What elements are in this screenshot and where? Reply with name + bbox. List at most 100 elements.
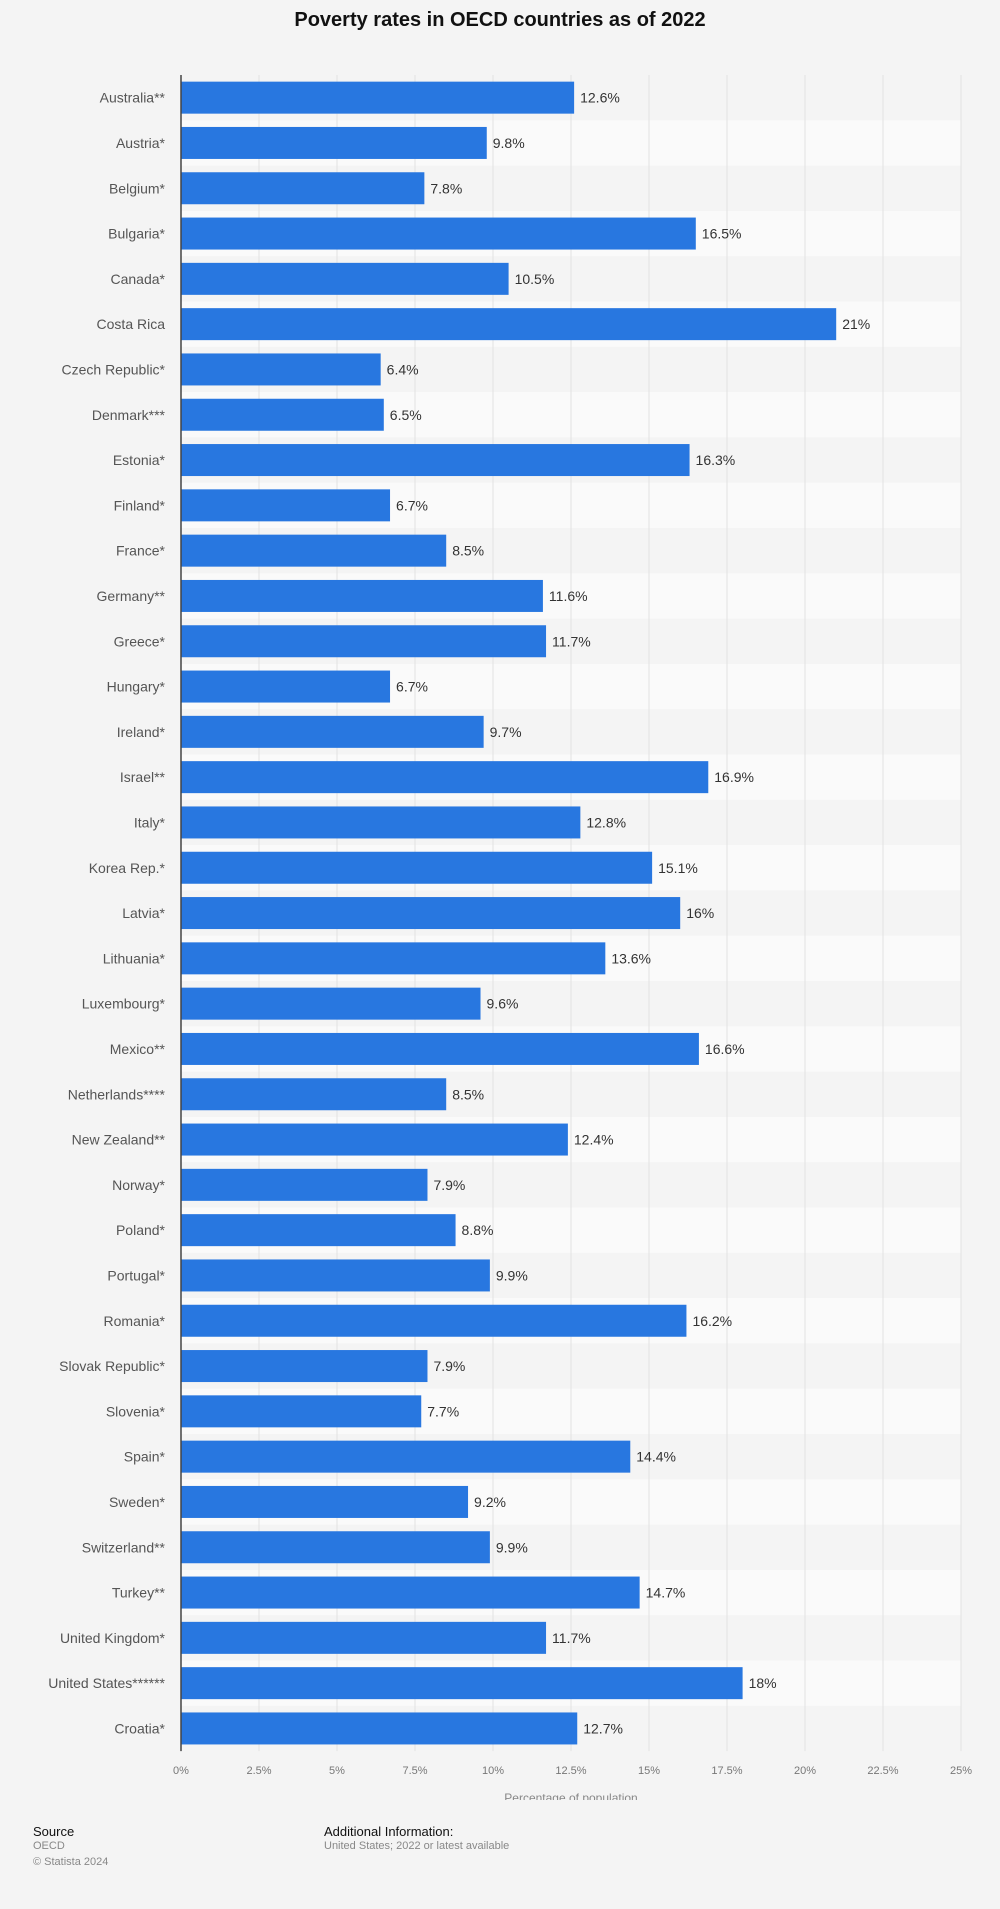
- additional-info-heading: Additional Information:: [324, 1824, 454, 1839]
- bar[interactable]: [181, 1032, 699, 1065]
- data-label: 7.8%: [430, 180, 462, 196]
- bar[interactable]: [181, 806, 581, 839]
- category-label: Italy*: [134, 814, 166, 830]
- category-label: Hungary*: [107, 679, 166, 695]
- data-label: 6.4%: [387, 361, 419, 377]
- data-label: 9.6%: [487, 996, 519, 1012]
- x-tick-label: 25%: [950, 1765, 972, 1777]
- data-label: 12.6%: [580, 90, 620, 106]
- category-label: Slovenia*: [106, 1403, 166, 1419]
- data-label: 9.8%: [493, 135, 525, 151]
- copyright-notice[interactable]: © Statista 2024: [33, 1856, 109, 1868]
- source-heading: Source: [33, 1824, 75, 1839]
- category-label: Mexico**: [110, 1041, 166, 1057]
- data-label: 7.9%: [433, 1358, 465, 1374]
- data-label: 8.8%: [462, 1222, 494, 1238]
- bar[interactable]: [181, 353, 381, 386]
- bar[interactable]: [181, 1576, 640, 1609]
- data-label: 9.9%: [496, 1539, 528, 1555]
- category-label: Sweden*: [109, 1494, 166, 1510]
- data-label: 14.4%: [636, 1449, 676, 1465]
- bar[interactable]: [181, 1214, 456, 1247]
- bar[interactable]: [181, 1123, 568, 1156]
- data-label: 16.3%: [696, 452, 736, 468]
- category-label: Romania*: [104, 1313, 166, 1329]
- category-label: Bulgaria*: [108, 226, 165, 242]
- chart-title: Poverty rates in OECD countries as of 20…: [294, 9, 706, 31]
- category-label: Spain*: [124, 1449, 166, 1465]
- bar[interactable]: [181, 489, 391, 522]
- bar[interactable]: [181, 81, 575, 114]
- bar[interactable]: [181, 761, 709, 794]
- data-label: 14.7%: [646, 1585, 686, 1601]
- bar[interactable]: [181, 1667, 743, 1700]
- data-label: 12.8%: [586, 814, 626, 830]
- data-label: 15.1%: [658, 860, 698, 876]
- category-label: Belgium*: [109, 180, 166, 196]
- data-label: 11.7%: [552, 633, 591, 649]
- category-label: Netherlands****: [68, 1086, 166, 1102]
- x-tick-label: 22.5%: [867, 1765, 898, 1777]
- category-label: Canada*: [111, 271, 166, 287]
- bar[interactable]: [181, 1440, 631, 1473]
- category-label: Luxembourg*: [82, 996, 166, 1012]
- category-label: Ireland*: [117, 724, 166, 740]
- bar[interactable]: [181, 670, 391, 703]
- category-label: Finland*: [114, 497, 166, 513]
- category-label: Australia**: [100, 90, 166, 106]
- bar[interactable]: [181, 534, 447, 567]
- bar[interactable]: [181, 1621, 547, 1654]
- data-label: 12.4%: [574, 1132, 614, 1148]
- bar[interactable]: [181, 308, 837, 341]
- category-label: New Zealand**: [72, 1132, 166, 1148]
- category-label: Greece*: [114, 633, 166, 649]
- bar[interactable]: [181, 1259, 490, 1292]
- x-tick-label: 12.5%: [555, 1765, 586, 1777]
- category-label: France*: [116, 543, 166, 559]
- bar[interactable]: [181, 1350, 428, 1383]
- data-label: 7.7%: [427, 1403, 459, 1419]
- bar[interactable]: [181, 172, 425, 205]
- bar[interactable]: [181, 897, 681, 930]
- bar[interactable]: [181, 262, 509, 295]
- data-label: 16.5%: [702, 226, 742, 242]
- bar[interactable]: [181, 987, 481, 1020]
- bar[interactable]: [181, 715, 484, 748]
- data-label: 11.7%: [552, 1630, 591, 1646]
- bar[interactable]: [181, 1531, 490, 1564]
- bar[interactable]: [181, 1304, 687, 1337]
- bar[interactable]: [181, 398, 384, 431]
- bar[interactable]: [181, 1395, 422, 1428]
- category-label: Germany**: [97, 588, 166, 604]
- bar[interactable]: [181, 625, 547, 658]
- bar[interactable]: [181, 126, 487, 159]
- bar[interactable]: [181, 942, 606, 975]
- bar[interactable]: [181, 1712, 578, 1745]
- category-label: Costa Rica: [97, 316, 166, 332]
- data-label: 6.7%: [396, 497, 428, 513]
- x-axis-title: Percentage of population: [504, 1791, 637, 1800]
- data-label: 6.5%: [390, 407, 422, 423]
- category-label: United States******: [48, 1675, 165, 1691]
- category-label: Austria*: [116, 135, 166, 151]
- x-tick-label: 17.5%: [711, 1765, 742, 1777]
- category-label: United Kingdom*: [60, 1630, 166, 1646]
- category-label: Estonia*: [113, 452, 166, 468]
- bar[interactable]: [181, 1078, 447, 1111]
- bar[interactable]: [181, 217, 696, 250]
- bar[interactable]: [181, 851, 653, 884]
- data-label: 11.6%: [549, 588, 588, 604]
- source-name: OECD: [33, 1840, 65, 1852]
- x-tick-label: 0%: [173, 1765, 189, 1777]
- data-label: 13.6%: [611, 950, 651, 966]
- category-label: Czech Republic*: [62, 361, 166, 377]
- category-label: Switzerland**: [82, 1539, 166, 1555]
- bar[interactable]: [181, 579, 543, 612]
- data-label: 16.2%: [692, 1313, 732, 1329]
- data-label: 12.7%: [583, 1720, 623, 1736]
- data-label: 16.9%: [714, 769, 754, 785]
- bar-chart: Australia** 12.6% Austria* 9.8% Belgium* 7.8%…: [48, 75, 972, 1800]
- bar[interactable]: [181, 444, 690, 477]
- bar[interactable]: [181, 1485, 469, 1518]
- bar[interactable]: [181, 1168, 428, 1201]
